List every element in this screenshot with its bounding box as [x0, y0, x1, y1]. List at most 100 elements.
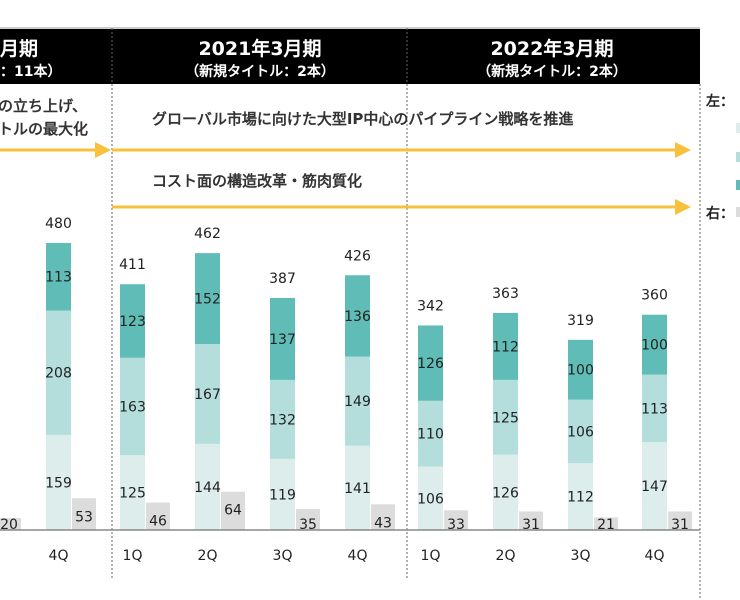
segment-value-label: 126: [492, 485, 519, 501]
header-band: [0, 29, 700, 84]
right-bar-value-label: 53: [75, 509, 93, 525]
bar-total-label: 462: [194, 226, 221, 242]
segment-value-label: 147: [641, 479, 668, 495]
right-axis-bar: [296, 509, 320, 530]
bar-segment: [418, 325, 443, 401]
category-label: 4Q: [645, 548, 665, 564]
segment-value-label: 100: [567, 363, 594, 379]
bar-segment: [418, 400, 443, 467]
segment-value-label: 125: [492, 410, 519, 426]
segment-value-label: 208: [45, 366, 72, 382]
bar-segment: [345, 445, 370, 530]
period-subtitle-1: （新規タイトル：2本）: [185, 63, 335, 80]
right-bar-value-label: 20: [0, 517, 18, 533]
bar-total-label: 411: [119, 257, 146, 273]
segment-value-label: 106: [567, 424, 594, 440]
category-label: 3Q: [571, 548, 591, 564]
bar-segment: [270, 297, 295, 380]
legend-swatch-middle: [736, 152, 740, 162]
bar-total-label: 480: [45, 216, 72, 232]
right-bar-value-label: 31: [671, 517, 689, 533]
legend-swatch-right: [736, 207, 740, 217]
segment-value-label: 119: [269, 487, 296, 503]
right-bar-value-label: 64: [224, 503, 242, 519]
segment-value-label: 152: [194, 292, 221, 308]
arrow3-head: [675, 199, 691, 215]
bar-total-label: 342: [417, 298, 444, 314]
bar-total-label: 319: [567, 313, 594, 329]
category-label: 4Q: [49, 548, 69, 564]
bar-total-label: 426: [344, 248, 371, 264]
right-bar-value-label: 33: [447, 517, 465, 533]
period-title-2: 2022年3月期: [490, 37, 613, 60]
right-axis-bar: [146, 502, 170, 530]
segment-value-label: 112: [492, 339, 519, 355]
bar-segment: [270, 458, 295, 530]
bar-segment: [46, 434, 71, 530]
segment-value-label: 100: [641, 338, 668, 354]
segment-value-label: 126: [417, 356, 444, 372]
bar-segment: [195, 253, 220, 345]
right-bar-value-label: 46: [149, 513, 167, 529]
bar-total-label: 387: [269, 271, 296, 287]
segment-value-label: 137: [269, 332, 296, 348]
segment-value-label: 167: [194, 387, 221, 403]
segment-value-label: 106: [417, 491, 444, 507]
segment-value-label: 141: [344, 481, 371, 497]
period-title-1: 2021年3月期: [198, 37, 321, 60]
legend-left-label: 左：: [705, 93, 734, 110]
strategy-arrow1-text: グローバル市場に向けた大型IP中心のパイプライン戦略を推進: [152, 110, 574, 128]
legend-swatch-bottom: [736, 123, 740, 133]
bar-segment: [642, 442, 667, 530]
bar-segment: [46, 310, 71, 435]
segment-value-label: 112: [567, 490, 594, 506]
right-axis-bar: [0, 518, 21, 530]
strategy-left-line1: の立ち上げ、: [0, 97, 87, 115]
bar-total-label: 363: [492, 286, 519, 302]
bar-segment: [120, 284, 145, 358]
right-axis-bar: [519, 511, 543, 530]
bar-segment: [418, 466, 443, 530]
category-label: 2Q: [496, 548, 516, 564]
bar-segment: [493, 454, 518, 530]
right-bar-value-label: 35: [299, 517, 317, 533]
category-label: 4Q: [348, 548, 368, 564]
strategy-left-line2: トルの最大化: [0, 120, 88, 138]
bar-segment: [642, 374, 667, 443]
bar-segment: [120, 357, 145, 456]
bar-segment: [493, 312, 518, 380]
bar-segment: [46, 242, 71, 311]
right-axis-bar: [72, 498, 96, 530]
arrow2-head: [675, 142, 691, 158]
category-label: 1Q: [123, 548, 143, 564]
right-bar-value-label: 31: [522, 517, 540, 533]
bar-segment: [568, 463, 593, 530]
legend-right-label: 右：: [705, 205, 734, 222]
bar-segment: [568, 339, 593, 400]
category-label: 1Q: [421, 548, 441, 564]
bar-segment: [120, 455, 145, 530]
bar-segment: [345, 356, 370, 446]
segment-value-label: 132: [269, 412, 296, 428]
bar-segment: [195, 344, 220, 444]
period-subtitle-2: （新規タイトル：2本）: [477, 63, 627, 80]
right-axis-bar: [221, 491, 245, 530]
segment-value-label: 159: [45, 475, 72, 491]
bar-segment: [493, 379, 518, 455]
segment-value-label: 113: [641, 401, 668, 417]
segment-value-label: 163: [119, 400, 146, 416]
legend-swatch-top: [736, 180, 740, 190]
bar-segment: [568, 399, 593, 464]
right-bar-value-label: 43: [374, 515, 392, 531]
strategy-arrow2-text: コスト面の構造改革・筋肉質化: [152, 172, 362, 190]
bar-segment: [345, 275, 370, 357]
arrow1-head: [95, 142, 111, 158]
right-axis-bar: [444, 510, 468, 530]
right-bar-value-label: 21: [597, 517, 615, 533]
right-axis-bar: [668, 511, 692, 530]
segment-value-label: 110: [417, 427, 444, 443]
period-subtitle-0: ：11本）: [0, 63, 61, 80]
period-title-0: 月期: [0, 38, 38, 60]
right-axis-bar: [371, 504, 395, 530]
